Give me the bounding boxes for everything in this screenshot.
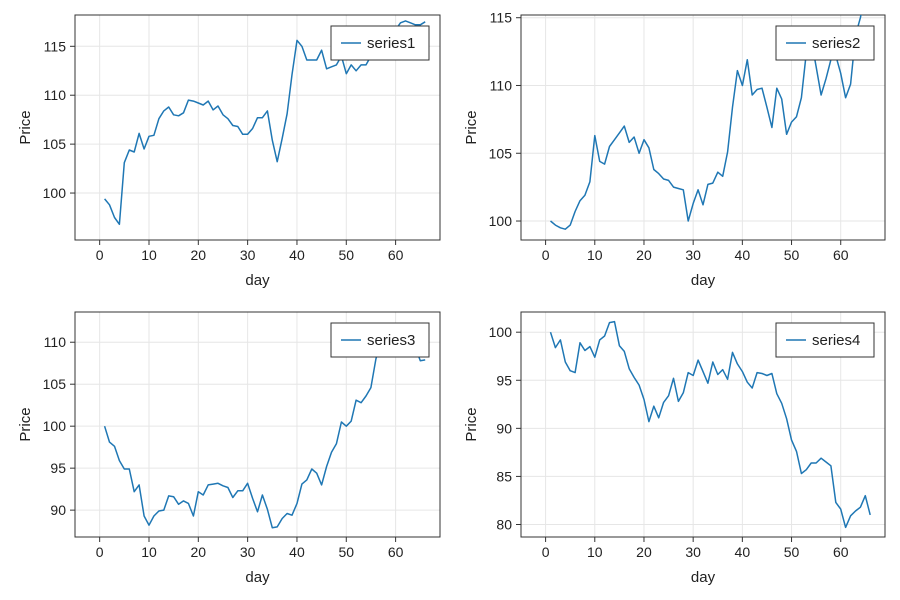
legend-label: series4 bbox=[812, 332, 860, 349]
x-tick-label: 40 bbox=[735, 247, 751, 263]
x-tick-label: 30 bbox=[240, 247, 256, 263]
x-tick-label: 10 bbox=[141, 247, 157, 263]
y-tick-label: 115 bbox=[490, 10, 513, 26]
x-tick-label: 0 bbox=[96, 247, 104, 263]
x-axis-label: day bbox=[691, 569, 716, 586]
plot-frame bbox=[520, 311, 886, 538]
plot-frame bbox=[74, 14, 441, 241]
x-tick-label: 40 bbox=[289, 544, 305, 560]
x-axis-label: day bbox=[691, 272, 716, 289]
x-tick-label: 10 bbox=[587, 544, 603, 560]
y-tick-label: 85 bbox=[496, 468, 512, 484]
legend: series3 bbox=[330, 322, 430, 358]
x-tick-label: 20 bbox=[636, 247, 652, 263]
x-tick-label: 20 bbox=[636, 544, 652, 560]
x-tick-label: 50 bbox=[784, 544, 800, 560]
x-axis-label: day bbox=[245, 569, 270, 586]
chart-panel-1: 0 10 20 30 40 50 60 100 105 110 115 day Price series1 bbox=[17, 14, 441, 289]
x-tick-label: 30 bbox=[240, 544, 256, 560]
y-tick-label: 100 bbox=[489, 213, 513, 229]
y-tick-label: 110 bbox=[490, 77, 513, 93]
legend: series2 bbox=[775, 25, 875, 61]
y-tick-label: 100 bbox=[43, 418, 67, 434]
y-tick-label: 105 bbox=[43, 376, 67, 392]
y-tick-label: 95 bbox=[50, 460, 66, 476]
x-tick-label: 20 bbox=[191, 247, 207, 263]
chart-panel-2: 0 10 20 30 40 50 60 100 105 110 115 day Price series2 bbox=[463, 10, 886, 289]
y-tick-label: 100 bbox=[43, 185, 67, 201]
x-tick-label: 50 bbox=[338, 247, 354, 263]
x-tick-label: 40 bbox=[735, 544, 751, 560]
x-tick-label: 50 bbox=[338, 544, 354, 560]
x-tick-label: 30 bbox=[685, 247, 701, 263]
x-tick-label: 0 bbox=[542, 544, 550, 560]
x-tick-label: 50 bbox=[784, 247, 800, 263]
legend: series1 bbox=[330, 25, 430, 61]
y-axis-label: Price bbox=[17, 110, 34, 144]
y-axis-label: Price bbox=[463, 110, 480, 144]
y-axis-label: Price bbox=[17, 407, 34, 441]
x-axis-label: day bbox=[245, 272, 270, 289]
y-tick-label: 105 bbox=[43, 136, 67, 152]
y-tick-label: 110 bbox=[44, 87, 67, 103]
x-tick-label: 10 bbox=[141, 544, 157, 560]
series-line-series2 bbox=[550, 15, 862, 230]
legend-label: series2 bbox=[812, 35, 860, 52]
y-tick-label: 110 bbox=[44, 334, 67, 350]
y-tick-label: 90 bbox=[496, 420, 512, 436]
y-tick-label: 90 bbox=[50, 502, 66, 518]
plot-frame bbox=[74, 311, 441, 538]
series-line-series4 bbox=[549, 320, 871, 529]
legend-label: series3 bbox=[367, 332, 415, 349]
x-tick-label: 0 bbox=[542, 247, 550, 263]
legend-label: series1 bbox=[367, 35, 415, 52]
legend: series4 bbox=[775, 322, 875, 358]
x-tick-label: 40 bbox=[289, 247, 305, 263]
y-tick-label: 80 bbox=[496, 517, 512, 533]
x-tick-label: 20 bbox=[191, 544, 207, 560]
y-tick-label: 95 bbox=[496, 372, 512, 388]
x-tick-label: 60 bbox=[388, 544, 404, 560]
chart-panel-3: 0 10 20 30 40 50 60 90 95 100 105 110 day Price series… bbox=[17, 311, 441, 586]
y-tick-label: 115 bbox=[44, 38, 67, 54]
x-tick-label: 60 bbox=[833, 544, 849, 560]
x-tick-label: 30 bbox=[685, 544, 701, 560]
y-tick-label: 105 bbox=[489, 145, 513, 161]
y-tick-label: 100 bbox=[489, 324, 513, 340]
chart-panel-4: 0 10 20 30 40 50 60 80 85 90 95 100 day Price series4 bbox=[463, 311, 886, 586]
series-line-series3 bbox=[103, 328, 426, 529]
x-tick-label: 60 bbox=[388, 247, 404, 263]
x-tick-label: 0 bbox=[96, 544, 104, 560]
x-tick-label: 60 bbox=[833, 247, 849, 263]
plot-frame bbox=[520, 14, 886, 241]
y-axis-label: Price bbox=[463, 407, 480, 441]
x-tick-label: 10 bbox=[587, 247, 603, 263]
